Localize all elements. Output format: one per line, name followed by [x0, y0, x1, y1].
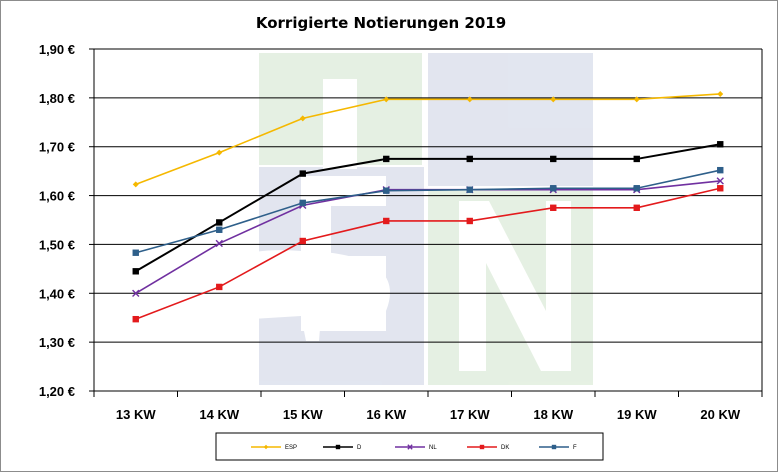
y-tick-label: 1,70 €	[39, 140, 75, 155]
data-point	[550, 96, 557, 103]
series-f	[132, 166, 724, 256]
data-point	[466, 217, 473, 225]
y-tick-label: 1,90 €	[39, 42, 75, 57]
legend-swatch-marker	[551, 444, 557, 450]
x-tick-label: 15 KW	[283, 407, 323, 422]
y-tick-label: 1,80 €	[39, 91, 75, 106]
data-point	[550, 155, 557, 163]
data-point	[299, 199, 306, 207]
x-tick-label: 14 KW	[199, 407, 239, 422]
data-point	[383, 217, 390, 225]
data-point	[299, 237, 306, 245]
data-point	[215, 239, 223, 248]
data-point	[466, 186, 473, 193]
data-point	[216, 226, 223, 233]
legend-swatch-marker	[479, 444, 485, 450]
data-point	[633, 155, 640, 163]
legend-label: F	[573, 445, 577, 451]
y-tick-label: 1,50 €	[39, 237, 75, 252]
data-point	[717, 166, 724, 174]
x-tick-label: 16 KW	[366, 407, 406, 422]
data-point	[132, 289, 140, 297]
data-point	[633, 96, 640, 103]
data-point	[132, 181, 139, 188]
series-esp	[132, 90, 724, 188]
data-point	[383, 187, 390, 194]
x-tick-label: 18 KW	[533, 407, 573, 422]
data-point	[550, 185, 557, 192]
series-dk	[132, 185, 724, 323]
data-point	[132, 315, 139, 323]
x-tick-label: 17 KW	[450, 407, 490, 422]
data-point	[716, 177, 724, 185]
gridlines	[89, 48, 763, 397]
x-axis-ticks: 13 KW 14 KW 15 KW 16 KW 17 KW 18 KW 19 KW 20 KW	[116, 407, 741, 422]
legend-label: D	[357, 445, 362, 451]
series-line-d	[135, 143, 721, 273]
y-tick-label: 1,40 €	[39, 286, 75, 301]
legend-item-d: D	[323, 444, 362, 451]
x-tick-label: 19 KW	[617, 407, 657, 422]
y-tick-label: 1,30 €	[39, 335, 75, 350]
y-tick-label: 1,60 €	[39, 189, 75, 204]
legend-swatch-marker	[263, 444, 269, 450]
data-point	[717, 185, 724, 192]
chart-title: Korrigierte Notierungen 2019	[256, 14, 506, 32]
data-point	[383, 96, 390, 103]
series-line-dk	[135, 187, 721, 320]
data-point	[633, 185, 640, 192]
isn-watermark-logo	[204, 53, 593, 385]
legend-item-nl: NL	[395, 444, 437, 451]
legend-item-dk: DK	[467, 444, 509, 451]
data-point	[299, 170, 306, 177]
y-tick-label: 1,20 €	[39, 384, 75, 399]
data-point	[550, 204, 557, 211]
y-axis-ticks: 1,90 € 1,80 € 1,70 € 1,60 € 1,50 € 1,40 € 1,30…	[39, 42, 75, 399]
x-tick-label: 20 KW	[700, 407, 740, 422]
data-point	[216, 149, 223, 156]
legend-swatch-marker	[335, 444, 341, 450]
data-point	[383, 155, 390, 163]
data-point	[466, 96, 473, 103]
legend: ESP D NL DK F	[215, 432, 604, 461]
x-tick-label: 13 KW	[116, 407, 156, 422]
series-d	[132, 141, 724, 275]
data-point	[132, 268, 139, 275]
series-line-f	[135, 169, 721, 254]
data-point	[717, 90, 724, 97]
data-point	[717, 141, 724, 148]
series-line-esp	[135, 93, 721, 186]
data-point	[216, 283, 223, 291]
legend-swatch-marker	[407, 444, 413, 450]
data-point	[299, 115, 306, 122]
legend-label: ESP	[285, 445, 297, 451]
legend-label: DK	[501, 445, 509, 451]
legend-label: NL	[429, 445, 437, 451]
data-point	[132, 249, 139, 256]
legend-item-esp: ESP	[251, 444, 297, 451]
series-lines	[132, 90, 724, 323]
legend-item-f: F	[539, 444, 577, 451]
data-point	[633, 204, 640, 211]
data-point	[466, 155, 473, 163]
data-point	[216, 219, 223, 226]
